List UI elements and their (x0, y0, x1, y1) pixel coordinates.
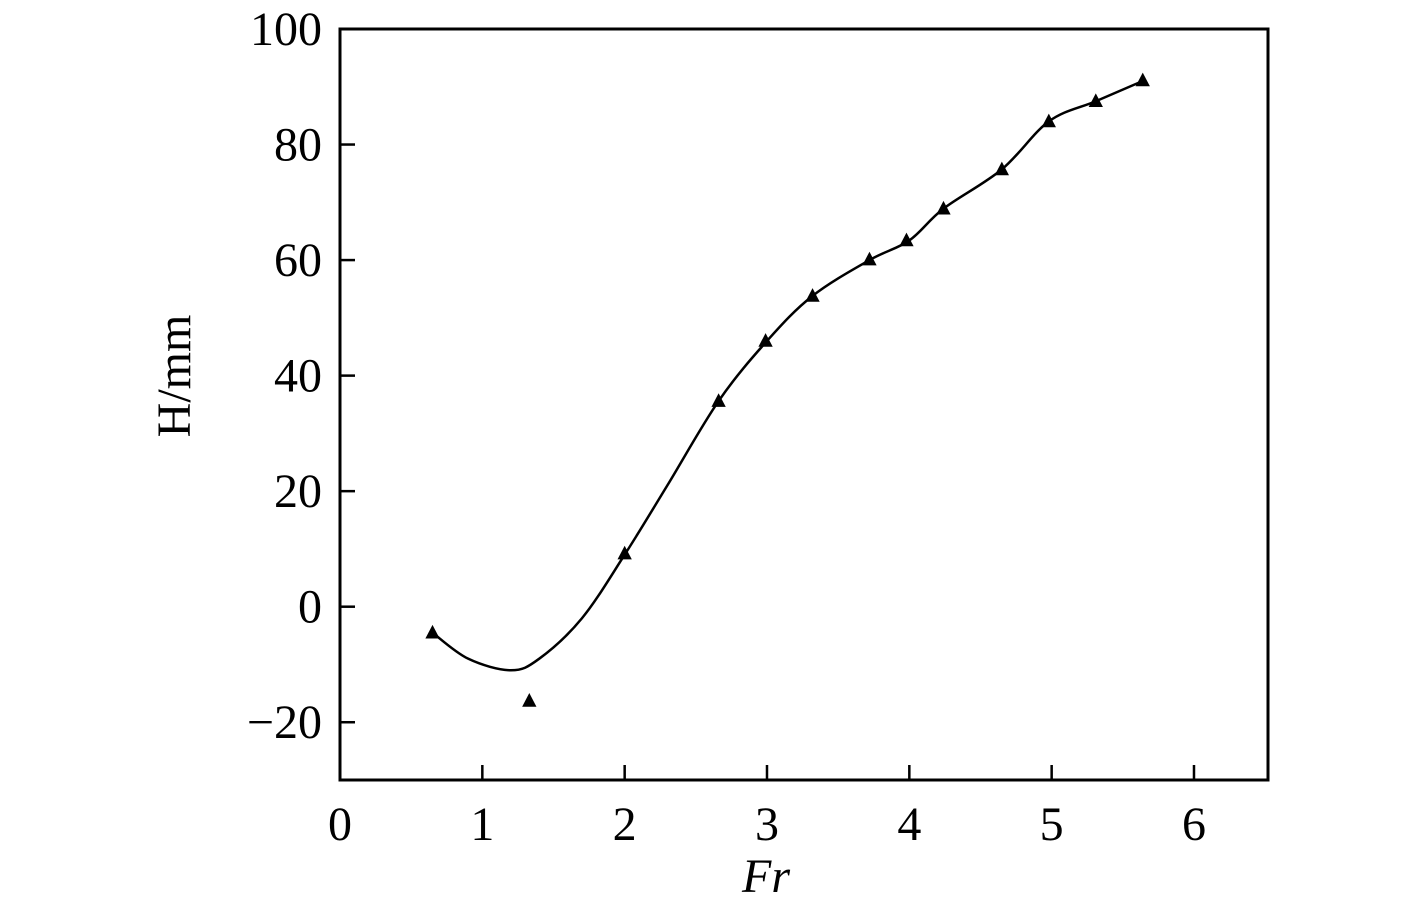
x-tick-label: 6 (1182, 798, 1206, 851)
x-tick-label: 1 (470, 798, 494, 851)
y-tick-label: 20 (274, 465, 322, 518)
y-tick-label: 0 (298, 581, 322, 634)
x-tick-label: 4 (897, 798, 921, 851)
y-tick-label: 100 (250, 3, 322, 56)
data-point (758, 333, 773, 347)
y-tick-label: 40 (274, 350, 322, 403)
x-tick-label: 3 (755, 798, 779, 851)
data-point (899, 232, 914, 247)
y-tick-label: 80 (274, 119, 322, 172)
x-tick-label: 2 (613, 798, 637, 851)
data-point (522, 693, 537, 707)
plot-frame (338, 27, 1270, 782)
x-axis-label: Fr (741, 850, 790, 903)
y-tick-label: −20 (247, 696, 322, 749)
x-tick-label: 0 (328, 798, 352, 851)
y-axis-label: H/mm (148, 315, 201, 438)
fit-curve (431, 79, 1144, 672)
x-tick-label: 5 (1040, 798, 1064, 851)
y-tick-label: 60 (274, 234, 322, 287)
